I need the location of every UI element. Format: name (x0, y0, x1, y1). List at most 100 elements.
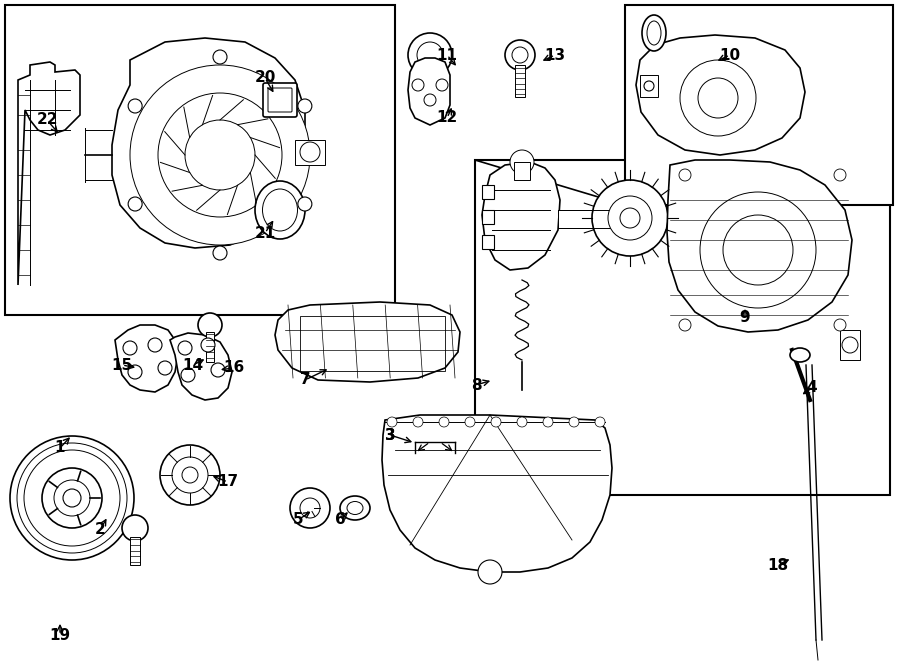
Ellipse shape (340, 496, 370, 520)
Text: 13: 13 (544, 48, 565, 62)
Polygon shape (18, 62, 80, 285)
Bar (515, 65, 525, 97)
Text: 21: 21 (255, 226, 275, 240)
Text: 9: 9 (740, 310, 751, 326)
Text: 14: 14 (183, 357, 203, 373)
Circle shape (123, 341, 137, 355)
Circle shape (842, 337, 858, 353)
Circle shape (512, 47, 528, 63)
Circle shape (211, 363, 225, 377)
Circle shape (680, 60, 756, 136)
Circle shape (412, 79, 424, 91)
Text: 11: 11 (436, 48, 457, 62)
Text: 15: 15 (112, 357, 132, 373)
Circle shape (17, 443, 127, 553)
Text: 3: 3 (384, 428, 395, 442)
Circle shape (723, 215, 793, 285)
Circle shape (42, 468, 102, 528)
Circle shape (298, 99, 312, 113)
Text: 17: 17 (218, 475, 238, 489)
Circle shape (679, 169, 691, 181)
Circle shape (698, 78, 738, 118)
Bar (840, 330, 860, 360)
Circle shape (700, 192, 816, 308)
Text: 16: 16 (223, 361, 245, 375)
Circle shape (158, 361, 172, 375)
Polygon shape (170, 333, 232, 400)
Circle shape (608, 196, 652, 240)
Polygon shape (667, 160, 852, 332)
Text: 6: 6 (335, 512, 346, 528)
Circle shape (130, 65, 310, 245)
Text: 3: 3 (384, 428, 395, 442)
Ellipse shape (790, 348, 810, 362)
Circle shape (834, 319, 846, 331)
Ellipse shape (255, 181, 305, 239)
Circle shape (24, 450, 120, 546)
Circle shape (298, 197, 312, 211)
Circle shape (128, 197, 142, 211)
Polygon shape (482, 162, 560, 270)
Text: 19: 19 (50, 628, 70, 643)
Circle shape (595, 417, 605, 427)
Bar (558, 210, 613, 228)
Circle shape (413, 417, 423, 427)
Circle shape (158, 93, 282, 217)
FancyBboxPatch shape (263, 83, 297, 117)
Circle shape (185, 120, 255, 190)
Bar (482, 235, 494, 249)
Circle shape (178, 341, 192, 355)
Circle shape (569, 417, 579, 427)
Circle shape (408, 33, 452, 77)
Circle shape (182, 467, 198, 483)
Circle shape (290, 488, 330, 528)
Circle shape (436, 79, 448, 91)
FancyBboxPatch shape (268, 88, 292, 112)
Ellipse shape (647, 21, 661, 45)
Bar (625, 5, 893, 205)
Circle shape (122, 515, 148, 541)
Circle shape (465, 417, 475, 427)
Bar (482, 210, 494, 224)
Bar (5, 5, 395, 315)
Polygon shape (408, 58, 450, 125)
Bar (300, 316, 445, 371)
Circle shape (198, 313, 222, 337)
Circle shape (439, 417, 449, 427)
Bar (640, 75, 658, 97)
Text: 10: 10 (719, 48, 741, 62)
Bar (514, 162, 530, 180)
Polygon shape (115, 325, 178, 392)
Ellipse shape (263, 189, 298, 231)
Text: 1: 1 (55, 440, 65, 455)
Polygon shape (382, 415, 612, 572)
Circle shape (424, 94, 436, 106)
Circle shape (478, 560, 502, 584)
Circle shape (181, 368, 195, 382)
Text: 20: 20 (255, 70, 275, 85)
Bar (475, 160, 890, 495)
Circle shape (387, 417, 397, 427)
Text: 8: 8 (471, 377, 482, 393)
Circle shape (644, 81, 654, 91)
Text: 22: 22 (36, 113, 58, 128)
Circle shape (834, 169, 846, 181)
Text: 4: 4 (806, 381, 817, 395)
Bar (482, 185, 494, 199)
Bar (295, 140, 325, 165)
Ellipse shape (347, 502, 363, 514)
Polygon shape (275, 302, 460, 382)
Circle shape (128, 365, 142, 379)
Circle shape (148, 338, 162, 352)
Circle shape (10, 436, 134, 560)
Circle shape (620, 208, 640, 228)
Bar (130, 537, 140, 565)
Circle shape (172, 457, 208, 493)
Circle shape (592, 180, 668, 256)
Circle shape (160, 445, 220, 505)
Text: 5: 5 (292, 512, 303, 528)
Circle shape (201, 338, 215, 352)
Text: 12: 12 (436, 111, 457, 126)
Circle shape (517, 417, 527, 427)
Circle shape (300, 498, 320, 518)
